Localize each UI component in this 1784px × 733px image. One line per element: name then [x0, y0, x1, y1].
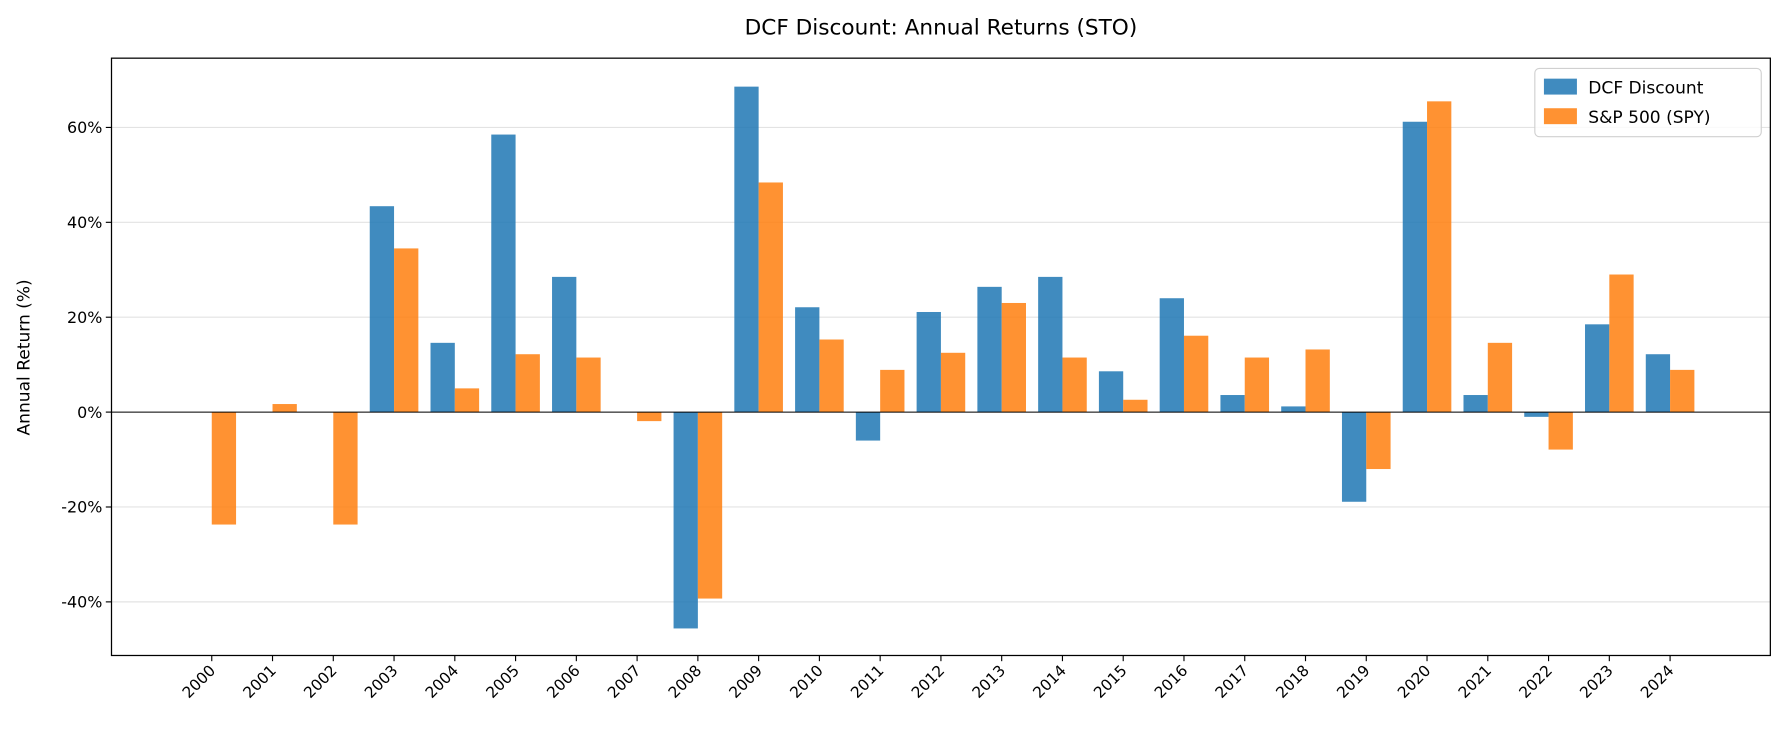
bar-spy-2011 — [880, 369, 905, 413]
x-tick-label: 2001 — [240, 662, 280, 702]
bar-dcf-2024 — [1645, 354, 1671, 413]
legend-swatch — [1543, 78, 1577, 95]
bar-dcf-2008 — [673, 412, 698, 629]
bar-dcf-2019 — [1341, 412, 1367, 502]
plot-frame — [110, 57, 1771, 657]
bar-dcf-2009 — [734, 86, 759, 413]
bar-spy-2006 — [576, 357, 601, 413]
x-tick-label: 2013 — [969, 662, 1009, 702]
x-tick-label: 2003 — [361, 662, 401, 702]
y-axis-label: Annual Return (%) — [15, 279, 35, 435]
x-tick-label: 2010 — [786, 662, 826, 702]
x-tick-label: 2000 — [179, 662, 219, 702]
bar-spy-2019 — [1366, 412, 1391, 470]
bar-spy-2024 — [1670, 369, 1695, 413]
bar-spy-2001 — [272, 404, 297, 413]
bar-spy-2020 — [1427, 101, 1452, 413]
legend-label: DCF Discount — [1588, 78, 1703, 98]
bar-spy-2008 — [697, 412, 723, 599]
bar-dcf-2003 — [369, 206, 395, 413]
x-tick-label: 2011 — [847, 662, 887, 702]
x-tick-label: 2012 — [908, 662, 948, 702]
bar-spy-2010 — [819, 339, 844, 413]
bar-dcf-2014 — [1038, 276, 1063, 413]
bar-spy-2004 — [454, 388, 480, 413]
bar-spy-2017 — [1244, 357, 1270, 413]
bar-dcf-2023 — [1585, 324, 1610, 413]
y-tick-label: 40% — [67, 213, 102, 232]
x-tick-label: 2024 — [1637, 662, 1677, 702]
bar-spy-2022 — [1548, 412, 1573, 450]
bar-dcf-2016 — [1159, 298, 1184, 413]
x-tick-label: 2023 — [1576, 662, 1616, 702]
bar-dcf-2018 — [1281, 406, 1306, 413]
x-tick-label: 2005 — [483, 662, 523, 702]
bar-dcf-2017 — [1220, 395, 1245, 413]
bar-dcf-2005 — [491, 134, 516, 413]
legend: DCF Discount S&P 500 (SPY) — [1534, 67, 1762, 138]
bar-dcf-2020 — [1402, 121, 1428, 413]
bar-spy-2003 — [394, 248, 419, 413]
x-tick-label: 2007 — [604, 662, 644, 702]
bar-spy-2007 — [637, 412, 662, 422]
bar-spy-2021 — [1487, 342, 1513, 413]
x-tick-label: 2017 — [1212, 662, 1252, 702]
bar-spy-2000 — [211, 412, 237, 525]
y-tick-label: -40% — [61, 593, 102, 612]
bar-spy-2012 — [940, 352, 966, 413]
y-tick-label: -20% — [61, 498, 102, 517]
x-tick-label: 2022 — [1516, 662, 1556, 702]
x-tick-label: 2015 — [1090, 662, 1130, 702]
bar-dcf-2010 — [795, 307, 820, 413]
bar-dcf-2013 — [977, 286, 1002, 413]
y-tick-label: 0% — [77, 403, 102, 422]
bar-dcf-2011 — [855, 412, 881, 441]
x-tick-label: 2019 — [1333, 662, 1373, 702]
y-tick-label: 60% — [67, 118, 102, 137]
x-tick-label: 2002 — [300, 662, 340, 702]
legend-label: S&P 500 (SPY) — [1588, 108, 1710, 128]
bar-dcf-2015 — [1098, 371, 1124, 413]
axes: -40% -20% 0% 20% 40% 60% 2000 2001 2002 2003 2004 2… — [61, 57, 1771, 702]
x-tick-label: 2006 — [543, 662, 583, 702]
bar-dcf-2012 — [916, 311, 941, 413]
chart-title: DCF Discount: Annual Returns (STO) — [745, 15, 1138, 40]
bar-spy-2002 — [333, 412, 358, 525]
bar-spy-2005 — [515, 354, 540, 413]
x-tick-label: 2008 — [665, 662, 705, 702]
x-tick-label: 2014 — [1029, 662, 1069, 702]
bar-spy-2009 — [758, 182, 783, 413]
y-tick-label: 20% — [67, 308, 102, 327]
bar-spy-2015 — [1123, 399, 1148, 413]
x-tick-label: 2004 — [422, 662, 462, 702]
bar-spy-2013 — [1001, 302, 1026, 413]
legend-swatch — [1543, 108, 1577, 125]
x-tick-label: 2020 — [1394, 662, 1434, 702]
bar-dcf-2021 — [1463, 395, 1488, 413]
bar-spy-2023 — [1609, 274, 1634, 413]
x-tick-label: 2009 — [726, 662, 766, 702]
bars — [211, 86, 1695, 629]
bar-spy-2014 — [1062, 357, 1087, 413]
bar-spy-2018 — [1305, 349, 1330, 413]
x-tick-label: 2016 — [1151, 662, 1191, 702]
bar-dcf-2006 — [552, 276, 577, 413]
bar-dcf-2022 — [1524, 412, 1549, 417]
legend-box — [1534, 67, 1762, 138]
bar-dcf-2004 — [430, 342, 455, 413]
x-tick-label: 2018 — [1273, 662, 1313, 702]
bar-spy-2016 — [1183, 335, 1209, 413]
x-tick-label: 2021 — [1455, 662, 1495, 702]
